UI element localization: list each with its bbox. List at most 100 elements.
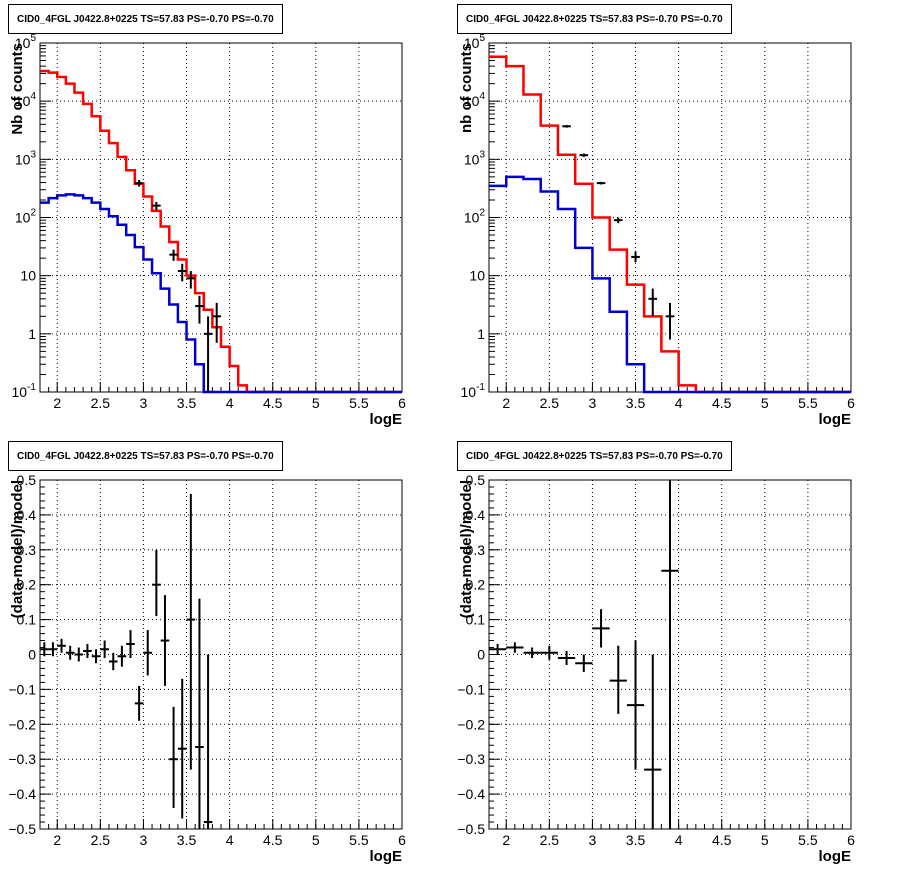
data-point [489,644,507,655]
y-tick-label: 10-1 [12,382,37,400]
x-tick-label: 2.5 [91,395,111,411]
y-tick-label: 0.2 [466,577,486,593]
plot-title: CID0_4FGL J0422.8+0225 TS=57.83 PS=-0.70… [8,441,283,471]
x-tick-label: 3.5 [177,832,197,848]
x-tick-label: 6 [398,395,406,411]
data-point [74,647,84,662]
data-point [186,493,196,770]
plot-area [489,55,851,394]
data-point [609,645,627,714]
data-point [186,271,196,289]
data-point [648,288,658,317]
data-point [579,153,589,157]
y-tick-label: −0.1 [8,681,36,697]
y-tick-label: 0.3 [466,542,486,558]
x-tick-label: 2 [502,395,510,411]
total-model-line [489,55,851,394]
data-point [126,630,135,658]
x-tick-label: 3.5 [177,395,197,411]
y-tick-label: −0.3 [457,751,485,767]
plot-area [40,493,213,829]
data-point [212,302,221,343]
y-tick-label: −0.5 [8,821,36,837]
y-axis-title: nb of counts [458,43,475,133]
y-axis-title: Nb of counts [9,43,26,135]
y-tick-label: −0.3 [8,751,36,767]
y-tick-label: −0.4 [457,786,485,802]
y-tick-label: 0.4 [17,507,37,523]
y-tick-label: 0.3 [17,542,37,558]
y-tick-label: −0.5 [457,821,485,837]
data-point [160,595,170,686]
y-tick-label: 0.4 [466,507,486,523]
panel-top-right: 2 2.5 3 3.5 4 4.5 5 5.5 6 10-1 1 10 102 103 104 105 logE… [449,0,898,437]
x-tick-label: 4 [675,395,683,411]
axes: 2 2.5 3 3.5 4 4.5 5 5.5 6 10-1 1 10 102 103 104 105 logE… [458,33,855,428]
y-tick-label: 0.1 [466,612,486,628]
x-tick-label: 2 [502,832,510,848]
x-tick-label: 5 [761,395,769,411]
data-point [613,217,623,224]
y-axis-title: (data-model)/model [458,480,475,618]
data-point [65,645,75,660]
y-tick-label: 104 [15,91,37,109]
panel-top-left: 2 2.5 3 3.5 4 4.5 5 5.5 6 10-1 1 10 102 103 104 105 logE… [0,0,449,437]
x-tick-label: 5.5 [349,395,369,411]
x-tick-label: 6 [847,832,855,848]
y-tick-label: 103 [15,149,37,167]
x-axis-title: logE [370,848,403,865]
x-tick-label: 5.5 [349,832,369,848]
y-tick-label: 105 [464,33,486,51]
plot-counts-right: 2 2.5 3 3.5 4 4.5 5 5.5 6 10-1 1 10 102 103 104 105 logE… [458,33,855,428]
x-tick-label: 2.5 [540,395,560,411]
data-point [631,251,640,263]
x-tick-label: 5 [312,395,320,411]
data-point [665,302,675,340]
data-point [177,678,187,819]
grid [40,480,403,829]
data-point [152,201,161,210]
data-point [203,316,213,392]
x-axis-title: logE [819,848,852,865]
y-tick-label: −0.4 [8,786,36,802]
x-tick-label: 2.5 [540,832,560,848]
y-axis-title: (data-model)/model [9,480,26,618]
y-tick-label: 102 [15,208,37,226]
x-tick-label: 3 [589,395,597,411]
plot-title: CID0_4FGL J0422.8+0225 TS=57.83 PS=-0.70… [457,4,732,34]
grid [489,43,852,392]
panel-bottom-right: 2 2.5 3 3.5 4 4.5 5 5.5 6 −0.5 −0.4 −0.3 −0.2 −0.1 0 0.… [449,437,898,874]
data-point [575,654,593,672]
x-tick-label: 2.5 [91,832,111,848]
data-point [100,640,109,658]
y-tick-label: 0.5 [466,472,486,488]
x-tick-label: 3 [140,832,148,848]
x-tick-label: 6 [398,832,406,848]
data-point [134,180,144,187]
data-point [203,654,213,829]
x-tick-label: 5 [312,832,320,848]
plot-area [489,480,679,829]
plot-residuals-left: 2 2.5 3 3.5 4 4.5 5 5.5 6 −0.5 −0.4 −0.3 −0.2 −0.1 0 0.… [8,472,406,865]
y-tick-label: 10 [20,268,36,284]
data-point [644,654,662,829]
x-tick-label: 4 [675,832,683,848]
data-point [557,651,576,665]
data-point [117,645,127,667]
panel-bottom-left: 2 2.5 3 3.5 4 4.5 5 5.5 6 −0.5 −0.4 −0.3 −0.2 −0.1 0 0.… [0,437,449,874]
x-tick-label: 2 [53,832,61,848]
x-tick-label: 4.5 [712,832,732,848]
y-tick-label: −0.2 [457,716,485,732]
x-tick-label: 4.5 [263,832,283,848]
plot-area [40,69,402,394]
y-tick-label: 10 [469,268,485,284]
y-tick-label: 0.1 [17,612,37,628]
axes: 2 2.5 3 3.5 4 4.5 5 5.5 6 10-1 1 10 102 103 104 105 logE… [9,33,406,428]
plot-title: CID0_4FGL J0422.8+0225 TS=57.83 PS=-0.70… [8,4,283,34]
y-tick-label: −0.1 [457,681,485,697]
x-tick-label: 5.5 [798,395,818,411]
data-point [177,263,187,282]
x-tick-label: 3 [140,395,148,411]
data-point [169,249,178,261]
data-point [134,685,144,721]
